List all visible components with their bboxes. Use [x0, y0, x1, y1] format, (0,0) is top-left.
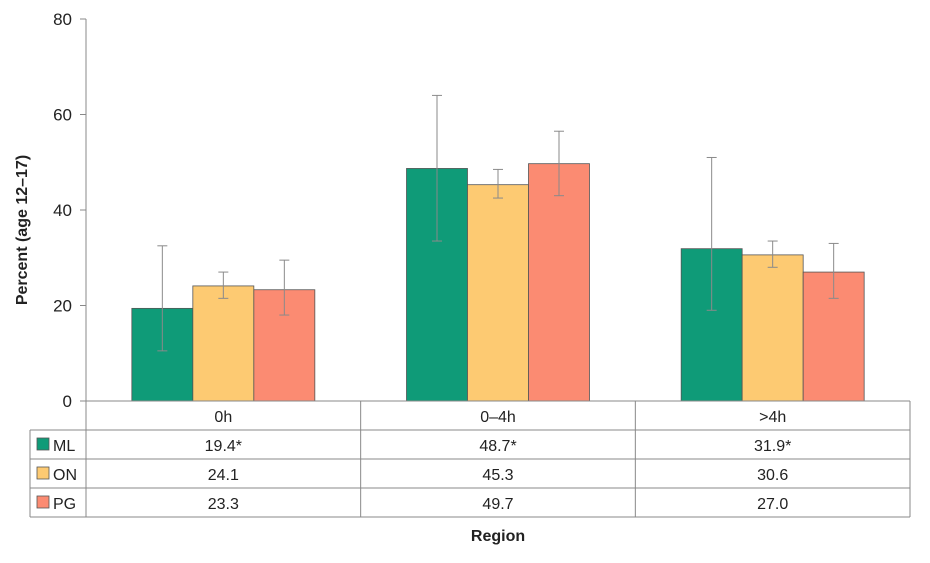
legend-swatch-ml	[36, 437, 50, 451]
x-axis-title: Region	[471, 528, 525, 545]
legend-label-on: ON	[53, 467, 77, 484]
bar-on	[192, 285, 255, 402]
legend-swatch-pg	[36, 495, 50, 509]
category-label: >4h	[759, 409, 786, 426]
data-label: 23.3	[208, 496, 239, 513]
category-label: 0h	[214, 409, 232, 426]
legend-label-ml: ML	[53, 438, 75, 455]
y-tick-label: 20	[53, 297, 72, 316]
y-tick-label: 40	[53, 201, 72, 220]
category-label: 0–4h	[480, 409, 516, 426]
y-tick-label: 60	[53, 106, 72, 125]
data-label: 30.6	[757, 467, 788, 484]
data-label: 49.7	[482, 496, 513, 513]
bar-on	[467, 184, 529, 402]
data-label: 45.3	[482, 467, 513, 484]
data-label: 19.4*	[205, 438, 242, 455]
legend-swatch-on	[36, 466, 50, 480]
y-tick-label: 0	[63, 392, 72, 411]
bar-on	[741, 254, 804, 402]
legend-label-pg: PG	[53, 496, 76, 513]
data-label: 31.9*	[754, 438, 791, 455]
y-tick-label: 80	[53, 10, 72, 29]
y-axis-title: Percent (age 12–17)	[14, 155, 31, 305]
bar-pg	[528, 163, 590, 402]
data-label: 24.1	[208, 467, 239, 484]
data-label: 27.0	[757, 496, 788, 513]
data-label: 48.7*	[479, 438, 516, 455]
